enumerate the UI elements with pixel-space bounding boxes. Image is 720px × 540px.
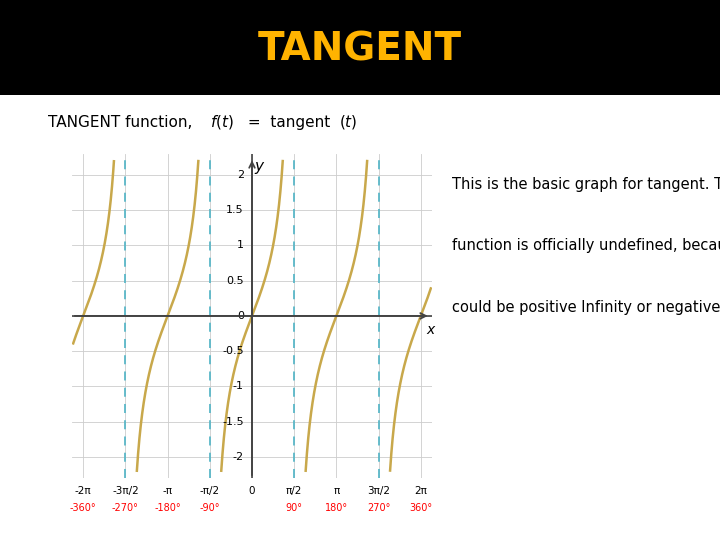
Text: function is officially undefined, because it: function is officially undefined, becaus… xyxy=(451,239,720,253)
Text: -180°: -180° xyxy=(154,503,181,512)
Text: 0: 0 xyxy=(237,311,244,321)
Text: -3π/2: -3π/2 xyxy=(112,487,139,496)
Text: $x$: $x$ xyxy=(426,323,437,337)
Text: -270°: -270° xyxy=(112,503,139,512)
Text: 0.5: 0.5 xyxy=(226,276,244,286)
Text: -2π: -2π xyxy=(75,487,91,496)
Text: could be positive Infinity or negative Infinity.: could be positive Infinity or negative I… xyxy=(451,300,720,315)
Text: 1: 1 xyxy=(237,240,244,251)
Text: -90°: -90° xyxy=(199,503,220,512)
Text: -π/2: -π/2 xyxy=(199,487,220,496)
Text: =  tangent: = tangent xyxy=(243,114,330,130)
Text: -360°: -360° xyxy=(70,503,96,512)
Text: -π: -π xyxy=(163,487,173,496)
Text: 2π: 2π xyxy=(415,487,427,496)
Text: This is the basic graph for tangent. The: This is the basic graph for tangent. The xyxy=(451,177,720,192)
Text: $(t)$: $(t)$ xyxy=(338,113,357,131)
Text: 90°: 90° xyxy=(286,503,302,512)
Text: 360°: 360° xyxy=(409,503,433,512)
Text: -2: -2 xyxy=(233,452,244,462)
Text: TANGENT: TANGENT xyxy=(258,30,462,68)
Text: -1: -1 xyxy=(233,381,244,391)
Text: $f(t)$: $f(t)$ xyxy=(210,113,234,131)
Text: 2: 2 xyxy=(237,170,244,180)
Text: -0.5: -0.5 xyxy=(222,346,244,356)
Text: $y$: $y$ xyxy=(254,159,266,176)
Text: 270°: 270° xyxy=(367,503,390,512)
Text: 1.5: 1.5 xyxy=(226,205,244,215)
Text: 0: 0 xyxy=(248,487,256,496)
Text: π/2: π/2 xyxy=(286,487,302,496)
Text: -1.5: -1.5 xyxy=(222,416,244,427)
Text: 3π/2: 3π/2 xyxy=(367,487,390,496)
Text: π: π xyxy=(333,487,340,496)
Text: TANGENT function,: TANGENT function, xyxy=(48,114,197,130)
Text: 180°: 180° xyxy=(325,503,348,512)
